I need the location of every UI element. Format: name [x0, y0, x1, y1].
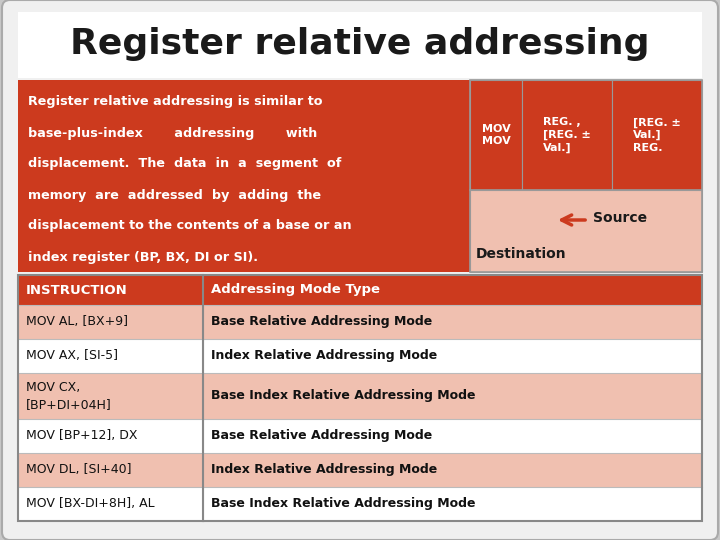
- Bar: [470, 80, 702, 272]
- Bar: [18, 275, 702, 521]
- Bar: [470, 190, 702, 272]
- Text: displacement.  The  data  in  a  segment  of: displacement. The data in a segment of: [28, 158, 341, 171]
- Text: Base Relative Addressing Mode: Base Relative Addressing Mode: [211, 315, 432, 328]
- Text: memory  are  addressed  by  adding  the: memory are addressed by adding the: [28, 188, 321, 201]
- Text: Addressing Mode Type: Addressing Mode Type: [211, 284, 380, 296]
- Text: REG. ,
[REG. ±
Val.]: REG. , [REG. ± Val.]: [543, 117, 591, 153]
- Text: MOV DL, [SI+40]: MOV DL, [SI+40]: [26, 463, 132, 476]
- Text: index register (BP, BX, DI or SI).: index register (BP, BX, DI or SI).: [28, 251, 258, 264]
- Bar: [18, 419, 702, 453]
- Bar: [612, 80, 702, 190]
- Bar: [18, 305, 702, 339]
- Text: Register relative addressing: Register relative addressing: [71, 27, 649, 61]
- Bar: [18, 453, 702, 487]
- Bar: [18, 12, 702, 78]
- Text: MOV AL, [BX+9]: MOV AL, [BX+9]: [26, 315, 128, 328]
- Text: Destination: Destination: [476, 247, 567, 261]
- Text: Base Index Relative Addressing Mode: Base Index Relative Addressing Mode: [211, 497, 475, 510]
- Text: MOV
MOV: MOV MOV: [482, 124, 510, 146]
- Text: MOV [BX-DI+8H], AL: MOV [BX-DI+8H], AL: [26, 497, 155, 510]
- Bar: [18, 373, 702, 419]
- Text: INSTRUCTION: INSTRUCTION: [26, 284, 127, 296]
- Text: Source: Source: [593, 211, 647, 225]
- Text: Index Relative Addressing Mode: Index Relative Addressing Mode: [211, 463, 437, 476]
- Bar: [18, 80, 702, 272]
- Text: Index Relative Addressing Mode: Index Relative Addressing Mode: [211, 349, 437, 362]
- Text: MOV AX, [SI-5]: MOV AX, [SI-5]: [26, 349, 118, 362]
- Bar: [18, 487, 702, 521]
- Text: displacement to the contents of a base or an: displacement to the contents of a base o…: [28, 219, 351, 233]
- Bar: [470, 80, 522, 190]
- Text: MOV [BP+12], DX: MOV [BP+12], DX: [26, 429, 138, 442]
- Text: Base Index Relative Addressing Mode: Base Index Relative Addressing Mode: [211, 389, 475, 402]
- Bar: [18, 339, 702, 373]
- Text: base-plus-index       addressing       with: base-plus-index addressing with: [28, 126, 318, 139]
- Text: [REG. ±
Val.]
REG.: [REG. ± Val.] REG.: [633, 117, 681, 153]
- Text: Base Relative Addressing Mode: Base Relative Addressing Mode: [211, 429, 432, 442]
- Bar: [522, 80, 612, 190]
- Text: Register relative addressing is similar to: Register relative addressing is similar …: [28, 96, 323, 109]
- Text: MOV CX,: MOV CX,: [26, 381, 80, 394]
- Text: [BP+DI+04H]: [BP+DI+04H]: [26, 399, 112, 411]
- Bar: [18, 275, 702, 305]
